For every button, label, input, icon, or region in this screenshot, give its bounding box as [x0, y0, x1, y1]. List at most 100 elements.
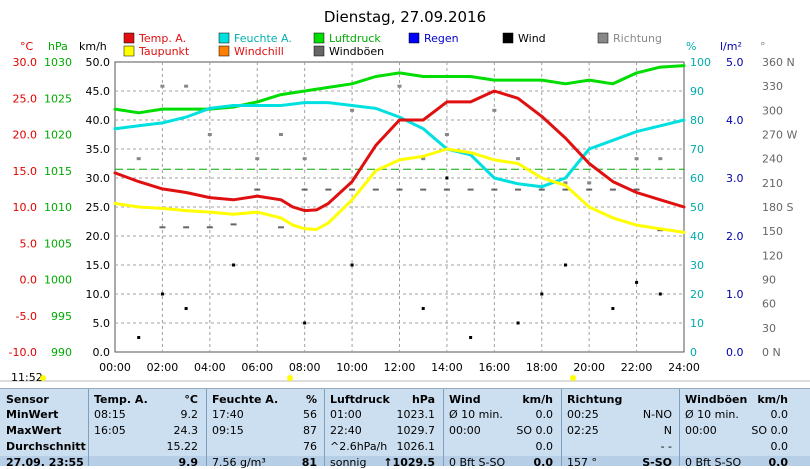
legend-label-pressure: Luftdruck — [329, 32, 381, 45]
direction-mark — [184, 84, 189, 88]
table-cell: 22:40 — [330, 424, 362, 437]
table-cell: 76 — [303, 440, 317, 453]
legend-label-direction: Richtung — [613, 32, 662, 45]
wind-point — [516, 321, 520, 325]
hpa-tick-label: 990 — [51, 346, 72, 359]
axis-title-kmh: km/h — [79, 40, 107, 53]
axis-title-hpa: hPa — [48, 40, 68, 53]
wind-point — [469, 336, 473, 339]
hpa-tick-label: 1005 — [44, 237, 72, 250]
header-humidity-unit: % — [305, 393, 317, 406]
header-gusts-unit: km/h — [757, 393, 788, 406]
dewpoint-line — [113, 147, 686, 234]
table-cell: 08:15 — [94, 408, 126, 421]
pct-tick-label: 60 — [690, 172, 704, 185]
table-cell: ↑1029.5 — [383, 456, 435, 469]
stats-table: Sensor Temp. A. °C Feuchte A. % Luftdruc… — [0, 388, 810, 469]
gust-mark — [301, 188, 308, 191]
axis-title-celsius: °C — [20, 40, 34, 53]
wind-point — [137, 336, 141, 339]
direction-mark — [516, 157, 521, 161]
wind-point — [445, 176, 449, 180]
kmh-tick-label: 35.0 — [86, 143, 111, 156]
kmh-tick-label: 10.0 — [86, 288, 111, 301]
wind-point — [232, 263, 236, 267]
sunrise-icon — [287, 375, 293, 381]
kmh-tick-label: 40.0 — [86, 114, 111, 127]
gust-mark — [515, 188, 522, 191]
axis-title-deg: ° — [760, 40, 766, 53]
table-cell: 87 — [303, 424, 317, 437]
direction-mark — [421, 157, 426, 161]
wind-point — [540, 292, 544, 296]
pct-tick-label: 100 — [690, 56, 711, 69]
table-cell: 00:00 — [685, 424, 717, 437]
pct-tick-label: 90 — [690, 85, 704, 98]
temperature-line — [113, 89, 686, 213]
pct-tick-label: 0 — [690, 346, 697, 359]
table-cell: 0.0 — [535, 408, 554, 421]
pct-tick-label: 20 — [690, 288, 704, 301]
legend-swatch-dew — [123, 45, 135, 57]
hpa-tick-label: 1015 — [44, 165, 72, 178]
gust-mark — [420, 188, 427, 191]
x-tick-label: 22:00 — [621, 361, 653, 374]
legend-label-humidity: Feuchte A. — [234, 32, 292, 45]
current-row-band — [0, 456, 810, 466]
kmh-tick-label: 5.0 — [93, 317, 111, 330]
legend-label-rain: Regen — [424, 32, 459, 45]
wind-point — [303, 321, 307, 325]
x-tick-label: 02:00 — [147, 361, 179, 374]
hpa-tick-label: 1000 — [44, 274, 72, 287]
y-axis-labels: 30.025.020.015.010.05.00.0-5.0-10.010301… — [9, 56, 798, 359]
wind-point — [421, 307, 425, 310]
humidity-line — [113, 101, 686, 189]
legend-swatch-rain — [408, 32, 420, 44]
kmh-tick-label: 0.0 — [93, 346, 111, 359]
pct-tick-label: 50 — [690, 201, 704, 214]
x-tick-label: 08:00 — [289, 361, 321, 374]
kmh-tick-label: 15.0 — [86, 259, 111, 272]
deg-tick-label: 180 S — [762, 201, 793, 214]
table-cell: Ø 10 min. — [685, 408, 739, 421]
clock-label: 11:52 — [11, 371, 43, 384]
direction-mark — [563, 181, 568, 185]
hpa-tick-label: 995 — [51, 310, 72, 323]
legend-swatch-pressure — [313, 32, 325, 44]
deg-tick-label: 270 W — [762, 129, 797, 142]
table-cell: 9.2 — [180, 408, 199, 421]
gust-mark — [372, 188, 379, 191]
gust-mark — [254, 188, 261, 191]
gust-mark — [443, 188, 450, 191]
celsius-tick-label: 0.0 — [20, 274, 38, 287]
rain-tick-label: 4.0 — [726, 114, 744, 127]
wind-point — [611, 307, 615, 310]
wind-point — [563, 263, 567, 267]
direction-mark — [492, 108, 497, 112]
table-cell: ^2.6hPa/h — [330, 440, 388, 453]
table-row-label: MaxWert — [6, 424, 62, 437]
celsius-tick-label: -10.0 — [9, 346, 37, 359]
chart-title: Dienstag, 27.09.2016 — [324, 8, 486, 26]
direction-mark — [207, 133, 212, 136]
header-temp: Temp. A. — [94, 393, 148, 406]
deg-tick-label: 0 N — [762, 346, 781, 359]
table-cell: 0.0 — [535, 440, 554, 453]
legend-swatch-wind — [502, 32, 514, 44]
celsius-tick-label: -5.0 — [16, 310, 37, 323]
gust-mark — [396, 188, 403, 191]
legend-label-gusts: Windböen — [329, 45, 384, 58]
kmh-tick-label: 50.0 — [86, 56, 111, 69]
table-cell: 0.0 — [768, 456, 789, 469]
x-tick-label: 24:00 — [668, 361, 700, 374]
pct-tick-label: 40 — [690, 230, 704, 243]
deg-tick-label: 60 — [762, 298, 776, 311]
table-divider — [88, 389, 89, 466]
pct-tick-label: 80 — [690, 114, 704, 127]
pct-tick-label: 70 — [690, 143, 704, 156]
hpa-tick-label: 1025 — [44, 92, 72, 105]
direction-mark — [658, 157, 663, 161]
gust-mark — [349, 188, 356, 191]
deg-tick-label: 150 — [762, 225, 783, 238]
celsius-tick-label: 30.0 — [13, 56, 38, 69]
